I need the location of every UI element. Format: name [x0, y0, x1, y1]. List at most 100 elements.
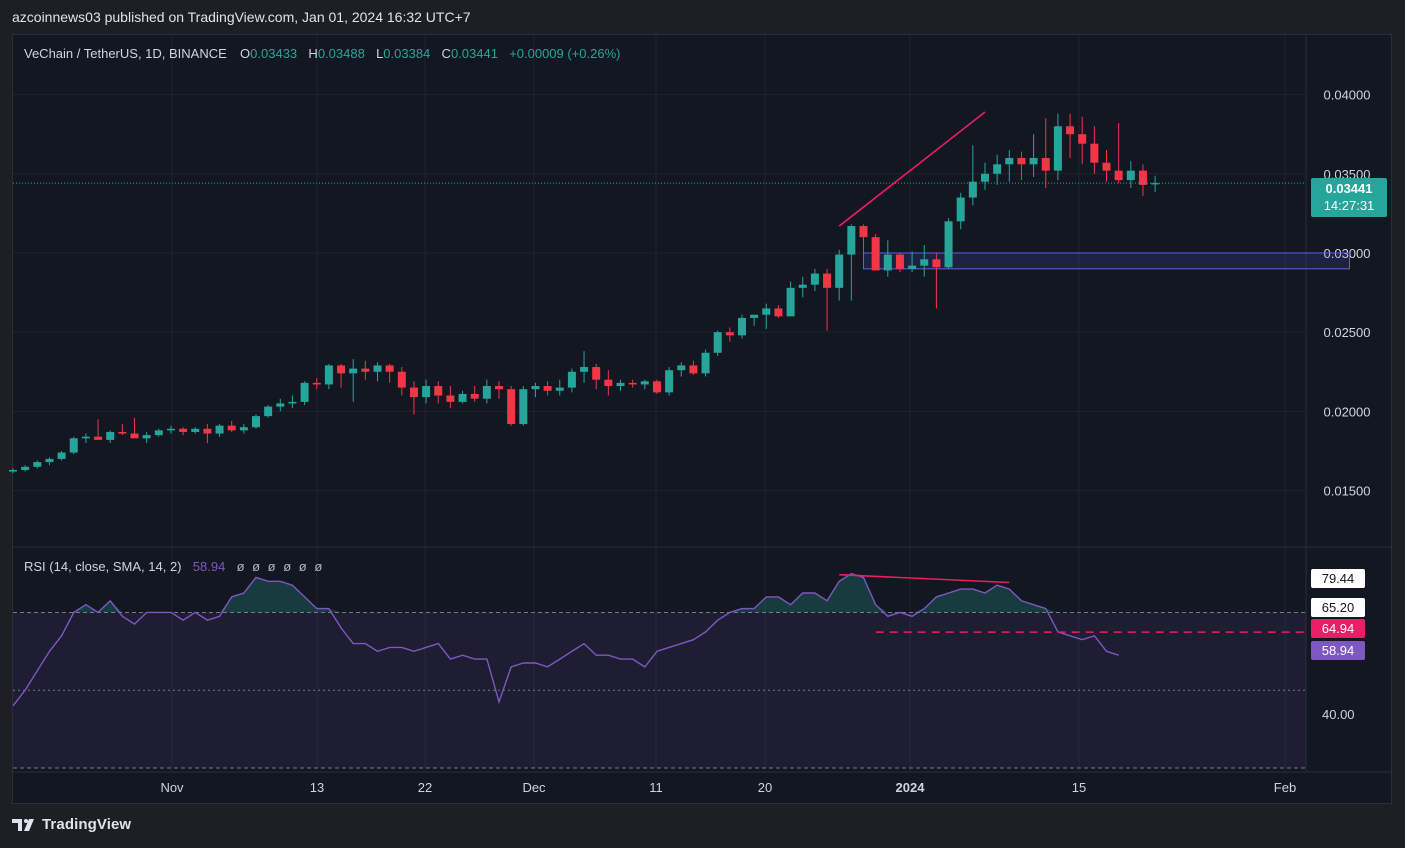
candle-body — [422, 386, 431, 398]
candle-body — [823, 273, 832, 288]
candle-body — [69, 438, 78, 453]
candle-body — [920, 259, 929, 266]
candle — [798, 276, 807, 298]
candle — [312, 378, 321, 390]
candle — [725, 327, 734, 342]
rsi-name[interactable]: RSI (14, close, SMA, 14, 2) — [24, 559, 182, 574]
candle — [264, 405, 273, 418]
candle-body — [324, 365, 333, 385]
candle — [118, 424, 127, 436]
candle — [373, 362, 382, 382]
candle — [604, 370, 613, 396]
chart-frame — [12, 34, 1392, 804]
candle — [1066, 113, 1075, 158]
current-price-value: 0.03441 — [1325, 181, 1373, 196]
candle — [762, 303, 771, 330]
footer-logo-text[interactable]: TradingView — [42, 816, 132, 833]
candle — [397, 367, 406, 396]
candle — [823, 268, 832, 331]
candle — [203, 424, 212, 444]
candle-body — [835, 254, 844, 288]
candle — [57, 450, 66, 461]
candle-body — [1053, 126, 1062, 171]
candle — [908, 251, 917, 272]
candle — [1017, 151, 1026, 181]
candle-body — [677, 365, 686, 371]
candle — [871, 233, 880, 271]
candle-body — [1066, 126, 1075, 135]
high-label: H — [308, 46, 318, 61]
publisher-line: azcoinnews03 published on TradingView.co… — [12, 9, 471, 25]
candle — [665, 367, 674, 396]
candle — [349, 359, 358, 402]
symbol-label[interactable]: VeChain / TetherUS, 1D, BINANCE — [24, 46, 227, 61]
candle-body — [458, 393, 467, 402]
rsi-badge-current: 58.94 — [1311, 641, 1365, 660]
candle — [166, 425, 175, 434]
change-value: +0.00009 (+0.26%) — [509, 46, 621, 61]
candle — [531, 382, 540, 398]
candle — [458, 390, 467, 404]
candle — [713, 330, 722, 356]
candle-body — [252, 416, 260, 428]
candle-body — [701, 352, 710, 374]
candle — [276, 398, 285, 412]
date-tick-label: 22 — [418, 780, 432, 795]
candle — [507, 386, 516, 426]
price-tick-label: 0.02000 — [1324, 404, 1371, 419]
candle-body — [179, 428, 188, 432]
candle — [337, 363, 346, 388]
candle — [956, 192, 965, 230]
candle-body — [94, 436, 103, 440]
candle-body — [9, 469, 17, 472]
candle-body — [665, 370, 674, 393]
low-label: L — [376, 46, 384, 61]
candle-body — [932, 259, 941, 268]
candle-body — [45, 458, 54, 463]
candle — [361, 360, 370, 380]
candle-body — [1090, 143, 1099, 163]
rsi-overbought-fill — [13, 573, 1119, 613]
candle — [446, 386, 455, 409]
candle — [409, 381, 418, 415]
candle — [689, 360, 698, 375]
candle-body — [130, 433, 139, 439]
candle-body — [1151, 183, 1160, 185]
candle-body — [944, 221, 953, 268]
candle — [640, 379, 649, 390]
candle-body — [361, 368, 370, 372]
rsi-badge-dashed: 64.94 — [1311, 619, 1365, 638]
candle — [1078, 116, 1087, 165]
candle — [932, 252, 941, 309]
candle — [106, 430, 115, 444]
price-tick-label: 0.04000 — [1324, 88, 1371, 103]
candle-body — [1138, 170, 1147, 185]
current-price-badge: 0.03441 14:27:31 — [1311, 178, 1387, 217]
candle-body — [118, 431, 127, 434]
candle-body — [774, 308, 783, 317]
candle-body — [507, 389, 516, 425]
candle — [1126, 161, 1135, 189]
candle — [883, 240, 892, 277]
rsi-badge-high: 79.44 — [1311, 569, 1365, 588]
candle — [1102, 150, 1111, 182]
candle-body — [33, 462, 42, 467]
candle-body — [482, 386, 491, 399]
candle — [9, 468, 17, 474]
close-value: 0.03441 — [450, 46, 498, 61]
candle-body — [750, 314, 759, 318]
candle — [45, 457, 54, 466]
date-tick-label: 15 — [1072, 780, 1086, 795]
candle-body — [373, 365, 382, 372]
candle — [324, 363, 333, 390]
candle — [835, 249, 844, 301]
date-tick-label: Nov — [160, 780, 184, 795]
candle — [1005, 150, 1014, 182]
candle-body — [1114, 170, 1123, 181]
candle-body — [604, 379, 613, 387]
date-tick-label: Dec — [522, 780, 546, 795]
candle — [1029, 134, 1038, 177]
high-value: 0.03488 — [317, 46, 365, 61]
date-tick-label: 13 — [310, 780, 324, 795]
